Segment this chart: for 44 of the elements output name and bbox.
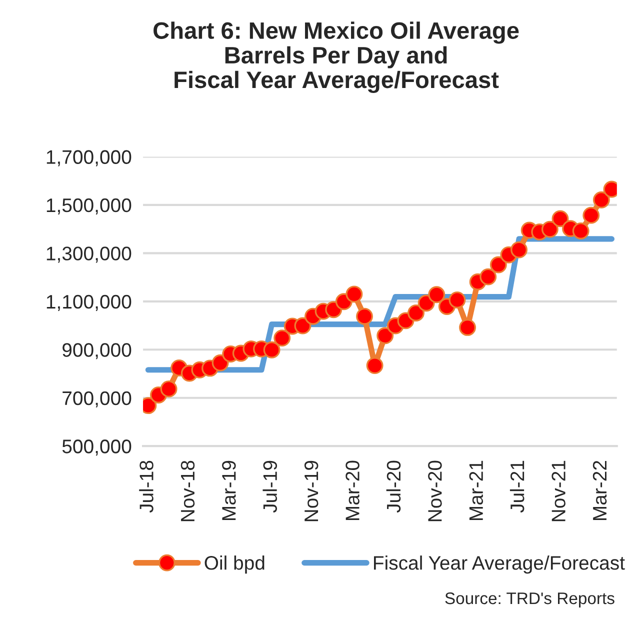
x-tick-label: Mar-22 — [592, 460, 607, 520]
x-tick-label: Nov-21 — [552, 460, 566, 522]
x-tick-label: Mar-21 — [469, 460, 484, 520]
x-tick-label: Mar-19 — [222, 460, 236, 520]
x-tick-label: Nov-19 — [304, 460, 318, 522]
point — [582, 206, 600, 224]
x-tick-label: Nov-18 — [180, 460, 195, 522]
x-tick-label: Jul-19 — [262, 460, 278, 513]
point — [408, 304, 424, 322]
y-tick-label: 900,000 — [62, 343, 132, 360]
y-tick-label: 1,300,000 — [46, 246, 132, 263]
point — [294, 317, 312, 334]
point — [376, 327, 394, 344]
point — [366, 357, 384, 374]
point — [448, 291, 466, 308]
point — [274, 330, 291, 347]
x-tick-label: Jul-20 — [386, 460, 401, 513]
point — [510, 241, 528, 258]
point — [428, 286, 446, 304]
x-tick-label: Mar-20 — [346, 460, 360, 520]
y-tick-label: 500,000 — [62, 440, 132, 456]
x-tick-label: Jul-21 — [510, 460, 524, 513]
point — [160, 380, 178, 398]
point — [480, 268, 497, 286]
y-tick-label: 700,000 — [62, 391, 132, 408]
x-tick-label: Nov-20 — [428, 460, 442, 522]
point — [572, 222, 590, 240]
point — [490, 256, 507, 274]
y-tick-label: 1,700,000 — [46, 150, 132, 166]
point — [459, 318, 476, 336]
chart-title: Chart 6: New Mexico Oil Average Barrels Per Day and Fiscal Year Average/Forecast — [154, 22, 519, 93]
y-tick-label: 1,500,000 — [46, 198, 132, 214]
legend-label: Fiscal Year Average/Forecast — [374, 556, 625, 574]
source-note: Source: TRD's Reports — [445, 592, 614, 608]
y-tick-label: 1,100,000 — [46, 294, 132, 311]
point — [263, 341, 280, 358]
x-tick-label: Jul-18 — [139, 460, 154, 513]
point — [592, 191, 610, 208]
point — [346, 286, 363, 303]
point — [541, 220, 558, 238]
point — [356, 308, 373, 325]
point — [212, 354, 229, 372]
point — [552, 210, 569, 228]
legend-label: Oil bpd — [204, 556, 264, 574]
